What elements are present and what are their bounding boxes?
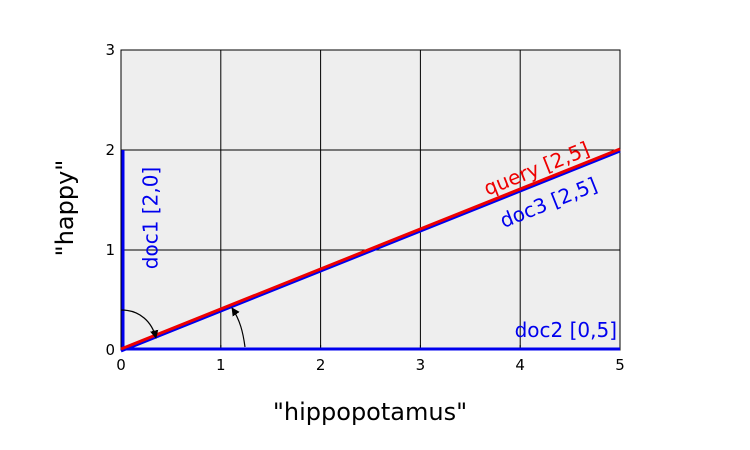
y-tick-label-0: 0 [105, 341, 115, 359]
angle-arrow-doc2-query [231, 307, 246, 348]
x-axis-label: "hippopotamus" [273, 398, 467, 426]
y-tick-label-1: 1 [105, 241, 115, 259]
y-axis-label: "happy" [51, 160, 79, 257]
doc3-vector [120, 149, 621, 353]
x-tick-label-2: 2 [316, 356, 326, 374]
x-tick-label-1: 1 [216, 356, 226, 374]
vectors [120, 147, 621, 353]
tick-labels: 0 1 2 3 4 5 0 1 2 3 [105, 41, 624, 374]
query-vector [120, 147, 621, 351]
y-tick-label-2: 2 [105, 141, 115, 159]
angle-arrow-doc1-query [120, 309, 159, 339]
x-tick-label-3: 3 [416, 356, 426, 374]
y-tick-label-3: 3 [105, 41, 115, 59]
x-tick-label-0: 0 [116, 356, 126, 374]
doc1-label: doc1 [2,0] [139, 167, 163, 269]
grid [121, 50, 620, 350]
x-tick-label-4: 4 [515, 356, 525, 374]
plot-background [121, 50, 620, 350]
x-tick-label-5: 5 [615, 356, 625, 374]
doc2-label: doc2 [0,5] [515, 318, 617, 342]
